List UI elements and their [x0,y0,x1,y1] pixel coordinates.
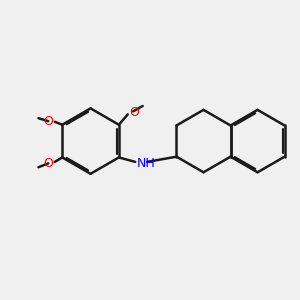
Text: O: O [44,157,53,170]
Text: NH: NH [137,157,155,170]
Text: O: O [44,115,53,128]
Text: O: O [129,106,139,119]
